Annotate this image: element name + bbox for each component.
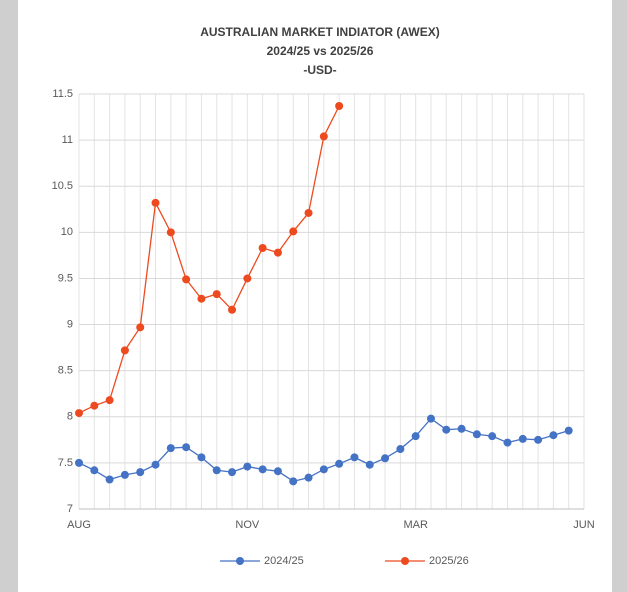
data-point xyxy=(335,101,344,110)
data-point xyxy=(442,425,451,434)
chart-title: AUSTRALIAN MARKET INDIATOR (AWEX) xyxy=(200,25,440,39)
data-point xyxy=(212,466,221,475)
chart-subtitle: 2024/25 vs 2025/26 xyxy=(267,44,374,58)
y-tick-label: 10 xyxy=(61,226,73,238)
data-point xyxy=(197,294,206,303)
y-tick-label: 7 xyxy=(67,503,73,515)
legend-marker xyxy=(236,557,244,565)
legend-marker xyxy=(401,557,409,565)
data-point xyxy=(472,430,481,439)
y-tick-label: 9 xyxy=(67,318,73,330)
data-point xyxy=(120,346,129,355)
data-point xyxy=(304,473,313,482)
data-point xyxy=(258,244,267,253)
data-point xyxy=(350,453,359,462)
data-point xyxy=(136,468,145,477)
data-point xyxy=(90,466,99,475)
y-tick-label: 9.5 xyxy=(58,272,73,284)
data-point xyxy=(534,435,543,444)
data-point xyxy=(488,432,497,441)
data-point xyxy=(228,305,237,314)
x-tick-label: AUG xyxy=(67,519,91,531)
data-point xyxy=(564,426,573,435)
data-point xyxy=(90,401,99,410)
data-point xyxy=(105,396,114,405)
y-tick-label: 11 xyxy=(62,134,73,146)
data-point xyxy=(258,465,267,474)
data-point xyxy=(411,432,420,441)
data-point xyxy=(212,290,221,299)
data-point xyxy=(166,228,175,237)
y-tick-label: 8.5 xyxy=(58,365,73,377)
data-point xyxy=(457,424,466,433)
y-tick-label: 7.5 xyxy=(58,457,73,469)
data-point xyxy=(273,248,282,257)
data-point xyxy=(75,458,83,467)
data-point xyxy=(182,443,191,452)
data-point xyxy=(549,431,558,440)
data-point xyxy=(319,465,328,474)
chart-subtitle: -USD- xyxy=(303,63,336,77)
data-point xyxy=(243,274,252,283)
chart-card xyxy=(18,0,612,592)
data-point xyxy=(197,453,206,462)
data-point xyxy=(120,470,129,479)
data-point xyxy=(381,454,390,463)
data-point xyxy=(75,409,83,418)
data-point xyxy=(243,462,252,471)
data-point xyxy=(335,459,344,468)
data-point xyxy=(503,438,512,447)
data-point xyxy=(273,467,282,476)
data-point xyxy=(228,468,237,477)
data-point xyxy=(166,444,175,453)
data-point xyxy=(426,414,435,423)
data-point xyxy=(151,460,160,469)
data-point xyxy=(304,208,313,217)
legend-label: 2025/26 xyxy=(429,555,469,567)
data-point xyxy=(396,445,405,454)
data-point xyxy=(136,323,145,332)
legend-label: 2024/25 xyxy=(264,555,304,567)
x-tick-label: MAR xyxy=(403,519,428,531)
x-tick-label: JUN xyxy=(573,519,594,531)
data-point xyxy=(105,475,114,484)
x-tick-label: NOV xyxy=(235,519,260,531)
data-point xyxy=(151,198,160,207)
data-point xyxy=(365,460,374,469)
data-point xyxy=(289,227,298,236)
data-point xyxy=(319,132,328,141)
data-point xyxy=(182,275,191,284)
y-tick-label: 8 xyxy=(67,411,73,423)
y-tick-label: 11.5 xyxy=(52,88,73,100)
data-point xyxy=(289,477,298,486)
data-point xyxy=(518,434,527,443)
y-tick-label: 10.5 xyxy=(52,180,73,192)
